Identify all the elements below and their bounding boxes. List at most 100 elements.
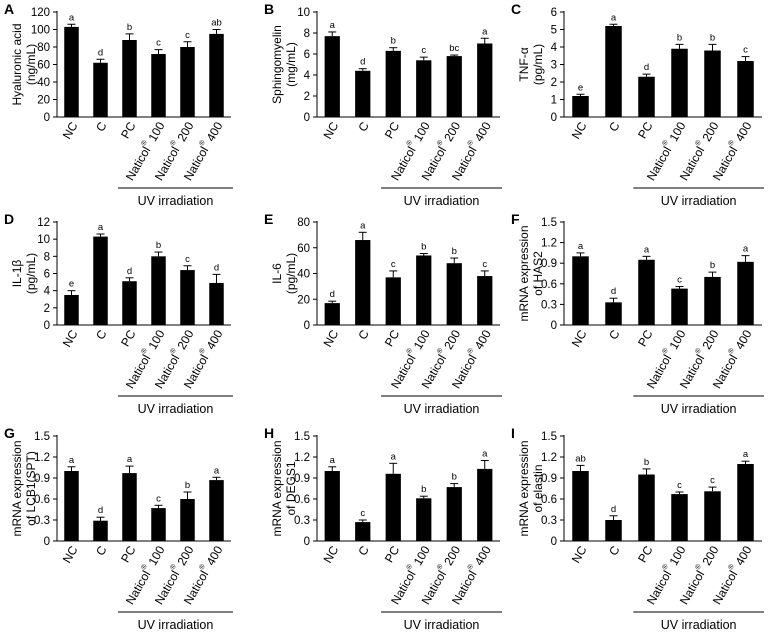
bar xyxy=(324,36,340,117)
x-tick-label-part: 400 xyxy=(470,543,494,571)
y-tick-label: 20 xyxy=(37,95,50,107)
bar xyxy=(93,62,108,117)
x-tick-label-part: 200 xyxy=(698,119,722,147)
bar xyxy=(355,522,371,541)
panel-d: DIL-1β(pg/mL)024681012eNCaCdPCbNaticol® … xyxy=(4,211,233,416)
significance-letter: a xyxy=(391,451,397,462)
y-tick-label: 4 xyxy=(551,42,558,54)
significance-letter: a xyxy=(578,241,584,252)
bar xyxy=(209,282,224,325)
y-tick-label: 12 xyxy=(37,217,50,229)
bar xyxy=(704,50,721,117)
x-tick-label-sup: ® xyxy=(139,346,149,355)
x-tick-label-sup: ® xyxy=(168,138,178,147)
y-axis-title: IL-1β(pg/mL) xyxy=(10,253,38,294)
bar xyxy=(385,50,401,117)
y-axis-title: mRNA expressionof HAS2 xyxy=(517,225,545,321)
y-tick-label: 1.2 xyxy=(34,452,50,464)
x-tick-label-part: 200 xyxy=(440,543,464,571)
x-tick-label-part: Naticol xyxy=(152,568,182,607)
x-tick-label-part: Naticol xyxy=(449,352,479,391)
y-tick-label: 4 xyxy=(304,70,311,82)
x-tick-label-part: Naticol xyxy=(710,144,740,183)
y-axis-title: mRNA expressionof LCB1(SPT) xyxy=(10,440,38,536)
x-tick-label-part: 200 xyxy=(698,543,722,571)
bar xyxy=(416,255,432,325)
significance-letter: c xyxy=(185,254,190,265)
y-axis-title-line: of elastin xyxy=(531,464,545,512)
x-tick-label-sup: ® xyxy=(726,138,736,147)
x-tick-label-part: Naticol xyxy=(677,352,707,391)
x-tick-label-part: Naticol xyxy=(123,568,153,607)
x-tick-label-part: 400 xyxy=(731,119,755,147)
x-tick-label: NC xyxy=(60,327,81,349)
panel-letter: H xyxy=(264,425,274,441)
x-tick-label-sup: ® xyxy=(197,346,207,355)
significance-letter: c xyxy=(156,493,161,504)
x-tick-label-part: Naticol xyxy=(152,144,182,183)
y-tick-label: 1.2 xyxy=(294,452,310,464)
bar xyxy=(64,294,79,325)
y-tick-label: 80 xyxy=(297,217,310,229)
y-tick-label: 4 xyxy=(44,286,51,298)
bar xyxy=(385,277,401,325)
x-tick-label-sup: ® xyxy=(404,346,414,355)
y-tick-label: 0 xyxy=(551,536,557,548)
bar xyxy=(671,494,688,541)
y-tick-label: 0 xyxy=(551,320,557,332)
bar xyxy=(638,259,655,325)
group-label: UV irradiation xyxy=(661,402,737,416)
bar xyxy=(180,270,195,325)
y-tick-label: 0.3 xyxy=(541,515,557,527)
panel-letter: A xyxy=(4,1,14,17)
significance-letter: c xyxy=(185,30,190,41)
bar xyxy=(122,473,137,541)
y-axis-title-line: mRNA expression xyxy=(10,440,24,536)
y-tick-label: 0.3 xyxy=(294,515,310,527)
x-tick-label-part: 200 xyxy=(173,543,197,571)
y-tick-label: 1.5 xyxy=(541,431,557,443)
y-tick-label: 20 xyxy=(297,294,310,306)
y-tick-label: 1.2 xyxy=(541,238,557,250)
x-tick-label-part: Naticol xyxy=(419,144,449,183)
x-tick-label-part: 200 xyxy=(698,327,722,355)
bar xyxy=(324,303,340,325)
y-axis-title-line: mRNA expression xyxy=(270,440,284,536)
panel-letter: E xyxy=(264,211,273,227)
bar xyxy=(64,26,79,117)
significance-letter: c xyxy=(421,45,426,56)
y-tick-label: 40 xyxy=(37,77,50,89)
significance-letter: a xyxy=(330,455,336,466)
bar xyxy=(605,26,622,117)
y-tick-label: 0 xyxy=(44,320,50,332)
y-tick-label: 3 xyxy=(551,60,557,72)
bar xyxy=(446,56,462,117)
y-tick-label: 10 xyxy=(297,7,310,19)
bar xyxy=(180,47,195,117)
group-label: UV irradiation xyxy=(404,618,480,632)
y-tick-label: 0.9 xyxy=(34,473,50,485)
x-tick-label-sup: ® xyxy=(465,562,475,571)
bar xyxy=(605,520,622,541)
significance-letter: b xyxy=(156,240,161,251)
x-tick-label-part: Naticol xyxy=(677,568,707,607)
panel-letter: B xyxy=(264,1,274,17)
x-tick-label-sup: ® xyxy=(197,138,207,147)
x-tick-label-part: Naticol xyxy=(419,352,449,391)
y-tick-label: 60 xyxy=(297,243,310,255)
y-tick-label: 0.6 xyxy=(294,494,310,506)
significance-letter: a xyxy=(743,449,749,460)
significance-letter: d xyxy=(127,266,132,277)
y-tick-label: 5 xyxy=(551,25,557,37)
significance-letter: c xyxy=(677,480,682,491)
significance-letter: b xyxy=(644,457,649,468)
significance-letter: c xyxy=(391,259,396,270)
x-tick-label-part: 100 xyxy=(144,327,168,355)
y-tick-label: 2 xyxy=(551,77,557,89)
significance-letter: a xyxy=(98,222,104,233)
significance-letter: d xyxy=(330,289,335,300)
y-axis-title: IL-6(pg/mL) xyxy=(270,253,298,294)
significance-letter: b xyxy=(421,242,426,253)
x-tick-label-sup: ® xyxy=(404,562,414,571)
